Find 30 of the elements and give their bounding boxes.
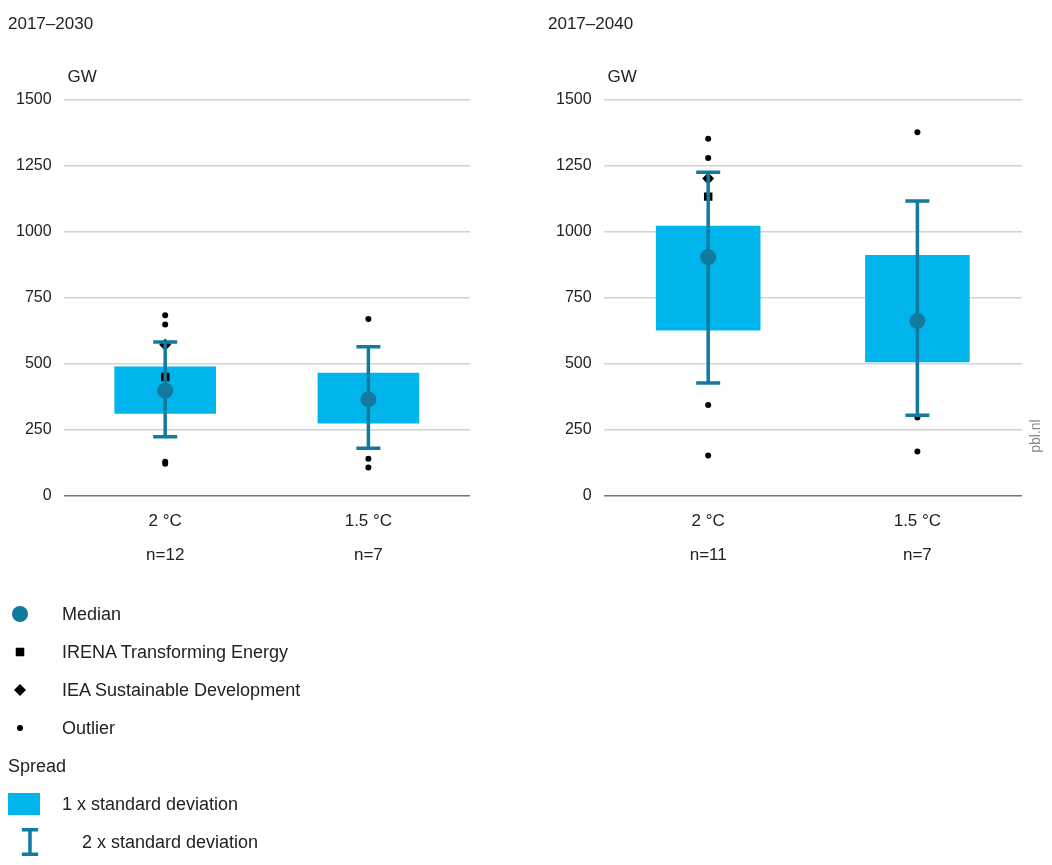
chart-title: 2017–2030 bbox=[8, 14, 94, 34]
y-tick-label: 750 bbox=[24, 288, 52, 306]
y-tick-label: 1250 bbox=[16, 156, 52, 174]
y-axis-title: GW bbox=[67, 67, 97, 87]
text: 2 x standard deviation bbox=[82, 831, 259, 853]
y-tick-label: 1000 bbox=[556, 222, 592, 240]
x-tick-label: 1.5 °C n=7 bbox=[893, 510, 942, 564]
y-tick-label: 250 bbox=[564, 420, 592, 438]
y-tick-label: 500 bbox=[24, 354, 52, 372]
legend-label: IEA Sustainable Development bbox=[62, 679, 301, 701]
legend-label: Outlier bbox=[62, 717, 116, 739]
x-tick-label: 1.5 °C n=7 bbox=[344, 510, 393, 564]
x-tick-label: 2 °C n=11 bbox=[689, 510, 727, 564]
legend-label: 1 x standard deviation bbox=[62, 793, 239, 815]
chart-title: 2017–2040 bbox=[548, 14, 634, 34]
text: pbl.nl bbox=[1026, 419, 1043, 453]
y-tick-label: 1250 bbox=[556, 156, 592, 174]
y-tick-label: 1000 bbox=[16, 222, 52, 240]
y-tick-label: 1500 bbox=[16, 90, 52, 108]
y-tick-label: 500 bbox=[564, 354, 592, 372]
y-tick-label: 1500 bbox=[556, 90, 592, 108]
legend-label: Median bbox=[62, 603, 122, 625]
legend-label: IRENA Transforming Energy bbox=[62, 641, 289, 663]
legend-title: Spread bbox=[8, 754, 68, 778]
y-tick-label: 0 bbox=[42, 486, 52, 504]
y-tick-label: 250 bbox=[24, 420, 52, 438]
y-axis-title: GW bbox=[607, 67, 637, 87]
x-tick-label: 2 °C n=12 bbox=[146, 510, 185, 564]
y-tick-label: 750 bbox=[564, 288, 592, 306]
y-tick-label: 0 bbox=[582, 486, 592, 504]
